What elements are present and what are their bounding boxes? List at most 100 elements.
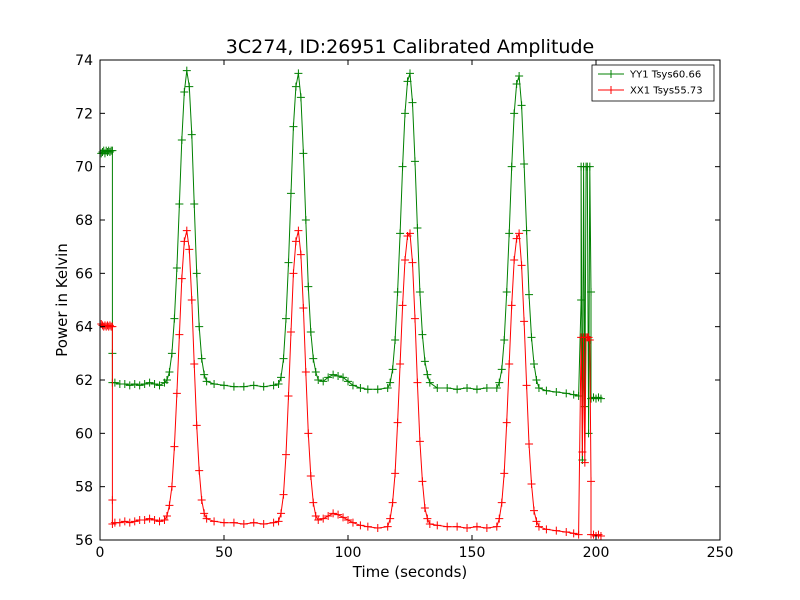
data-point-marker bbox=[185, 245, 194, 254]
data-point-marker bbox=[155, 517, 164, 526]
data-point-marker bbox=[210, 517, 219, 526]
data-point-marker bbox=[578, 448, 587, 456]
data-point-marker bbox=[408, 98, 417, 107]
y-tick-label: 56 bbox=[75, 533, 93, 549]
data-point-marker bbox=[294, 226, 303, 235]
y-tick-label: 64 bbox=[75, 320, 93, 336]
data-point-marker bbox=[108, 322, 117, 331]
data-point-marker bbox=[596, 394, 605, 403]
data-point-marker bbox=[348, 381, 357, 390]
data-point-marker bbox=[202, 377, 211, 386]
data-point-marker bbox=[170, 314, 179, 323]
data-point-marker bbox=[177, 274, 186, 283]
data-point-marker bbox=[406, 69, 414, 78]
data-point-marker bbox=[552, 526, 561, 535]
data-point-marker bbox=[195, 322, 204, 331]
series-line bbox=[100, 70, 602, 461]
data-point-marker bbox=[269, 518, 278, 527]
data-point-marker bbox=[185, 82, 194, 91]
data-point-marker bbox=[386, 378, 395, 387]
data-point-marker bbox=[197, 496, 206, 504]
data-point-marker bbox=[584, 429, 593, 438]
data-point-marker bbox=[192, 421, 201, 430]
data-point-marker bbox=[552, 388, 561, 396]
data-point-marker bbox=[406, 229, 414, 238]
data-point-marker bbox=[229, 518, 238, 527]
data-point-marker bbox=[373, 524, 382, 532]
data-point-marker bbox=[239, 520, 248, 528]
data-point-marker bbox=[177, 136, 186, 144]
data-point-marker bbox=[507, 162, 516, 171]
legend: YY1 Tsys60.66 XX1 Tsys55.73 bbox=[591, 64, 715, 102]
data-point-marker bbox=[413, 224, 422, 232]
data-point-marker bbox=[192, 269, 201, 278]
data-point-marker bbox=[463, 524, 472, 532]
data-point-marker bbox=[301, 368, 310, 376]
data-point-marker bbox=[562, 389, 571, 398]
data-point-marker bbox=[492, 384, 501, 392]
data-point-marker bbox=[165, 501, 174, 510]
data-point-marker bbox=[120, 517, 129, 526]
data-point-marker bbox=[282, 314, 290, 323]
data-point-marker bbox=[532, 517, 541, 526]
data-point-marker bbox=[463, 384, 472, 392]
y-tick-label: 66 bbox=[75, 266, 93, 282]
data-point-marker bbox=[334, 372, 343, 380]
x-tick-label: 100 bbox=[335, 545, 362, 561]
data-point-marker bbox=[403, 77, 412, 86]
data-point-marker bbox=[167, 349, 176, 358]
data-point-marker bbox=[515, 229, 524, 238]
data-point-marker bbox=[398, 301, 407, 310]
data-point-marker bbox=[393, 288, 402, 296]
data-point-marker bbox=[319, 377, 328, 386]
data-point-marker bbox=[433, 384, 442, 392]
plot-frame bbox=[99, 59, 721, 541]
data-point-marker bbox=[383, 522, 392, 531]
data-point-marker bbox=[472, 522, 481, 531]
data-point-marker bbox=[301, 216, 310, 224]
data-point-marker bbox=[324, 373, 333, 382]
axis-ticks: 0 50 100 150 200 250 56 58 60 62 64 66 68 70 72 74 bbox=[75, 53, 733, 561]
data-point-marker bbox=[296, 250, 305, 259]
data-point-marker bbox=[130, 517, 139, 526]
y-tick-label: 62 bbox=[75, 373, 93, 389]
x-axis-label: Time (seconds) bbox=[352, 563, 468, 581]
data-point-marker bbox=[391, 336, 400, 344]
chart-title: 3C274, ID:26951 Calibrated Amplitude bbox=[226, 36, 594, 58]
data-point-marker bbox=[472, 385, 481, 394]
data-point-marker bbox=[510, 109, 519, 118]
data-point-marker bbox=[274, 380, 283, 388]
data-point-marker bbox=[150, 516, 159, 524]
data-point-marker bbox=[510, 256, 519, 264]
data-point-marker bbox=[279, 354, 288, 363]
data-point-marker bbox=[425, 378, 434, 387]
data-point-marker bbox=[423, 370, 432, 379]
data-point-marker bbox=[388, 365, 397, 374]
data-point-marker bbox=[500, 336, 509, 344]
data-point-marker bbox=[130, 380, 139, 388]
legend-label-yy1: YY1 Tsys60.66 bbox=[629, 70, 701, 81]
data-point-marker bbox=[279, 490, 288, 499]
data-point-marker bbox=[277, 509, 286, 518]
data-point-marker bbox=[311, 368, 320, 376]
data-point-marker bbox=[585, 162, 594, 171]
data-point-marker bbox=[401, 109, 410, 118]
data-point-marker bbox=[363, 522, 372, 531]
data-point-marker bbox=[396, 229, 405, 238]
data-point-marker bbox=[145, 514, 154, 523]
data-point-marker bbox=[334, 510, 343, 519]
data-point-marker bbox=[269, 381, 278, 390]
data-point-marker bbox=[344, 377, 352, 386]
legend-box bbox=[591, 64, 715, 102]
data-point-marker bbox=[587, 288, 596, 296]
data-point-marker bbox=[229, 382, 238, 391]
data-point-marker bbox=[135, 381, 144, 390]
data-point-marker bbox=[574, 530, 583, 539]
data-point-marker bbox=[443, 522, 452, 531]
data-point-marker bbox=[356, 384, 365, 392]
data-point-marker bbox=[530, 506, 538, 515]
data-point-marker bbox=[249, 381, 258, 390]
data-point-marker bbox=[512, 80, 521, 88]
x-tick-label: 250 bbox=[707, 545, 734, 561]
data-point-marker bbox=[329, 370, 338, 379]
